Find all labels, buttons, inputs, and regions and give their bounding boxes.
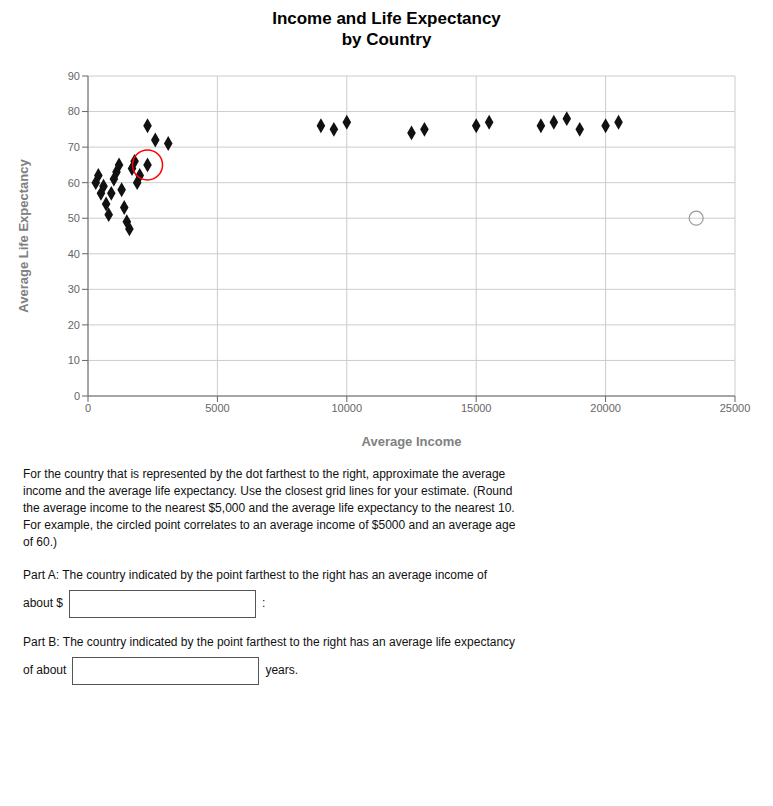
html-text:Part B: The country indicated: Part B: The country indicated by the poi…: [23, 635, 516, 649]
svg-text:0: 0: [74, 390, 80, 402]
svg-text:40: 40: [68, 248, 80, 260]
svg-text:Average Life Expectancy: Average Life Expectancy: [16, 159, 31, 313]
svg-text:10000: 10000: [332, 402, 363, 414]
svg-text:30: 30: [68, 283, 80, 295]
svg-text:5000: 5000: [205, 402, 229, 414]
html-text:Income and Life Expectancy by: Income and Life Expectancy by Country: [272, 9, 501, 49]
svg-text:15000: 15000: [461, 402, 492, 414]
html-text:of about: of about: [23, 663, 67, 678]
html-text:Part A: The country indicated: Part A: The country indicated by the poi…: [23, 568, 488, 582]
svg-text:Average Income: Average Income: [362, 434, 462, 449]
svg-text:90: 90: [68, 70, 80, 82]
svg-text:70: 70: [68, 141, 80, 153]
html-text:For the country that is repres: For the country that is represented by t…: [23, 467, 516, 549]
svg-text:50: 50: [68, 212, 80, 224]
svg-text:20000: 20000: [590, 402, 621, 414]
html-text:about $: about $: [23, 596, 63, 611]
svg-text:25000: 25000: [720, 402, 751, 414]
html-text:years.: years.: [265, 663, 299, 678]
svg-text:60: 60: [68, 177, 80, 189]
svg-text:10: 10: [68, 354, 80, 366]
svg-text:80: 80: [68, 105, 80, 117]
svg-text:0: 0: [85, 402, 91, 414]
svg-text:20: 20: [68, 319, 80, 331]
